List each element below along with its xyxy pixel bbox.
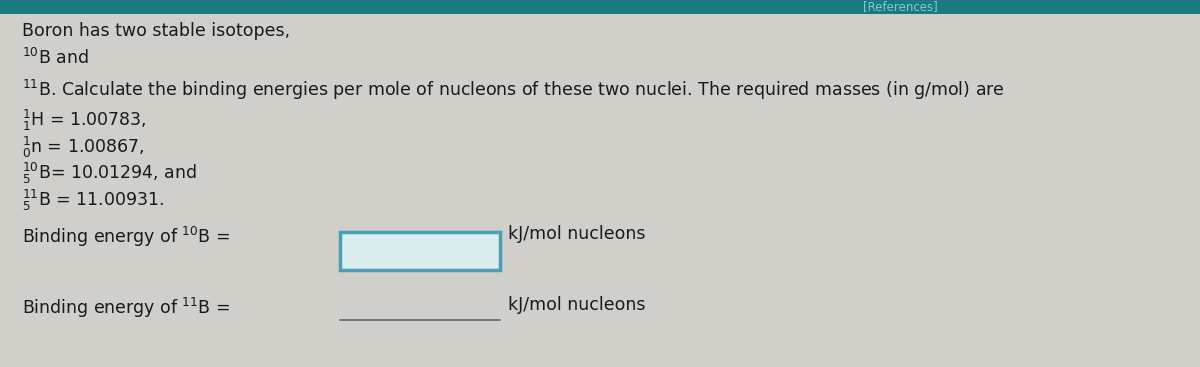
Text: $^{11}$B. Calculate the binding energies per mole of nucleons of these two nucle: $^{11}$B. Calculate the binding energies… <box>22 78 1004 102</box>
Text: kJ/mol nucleons: kJ/mol nucleons <box>508 296 646 314</box>
Text: $^{1}_{0}$n = 1.00867,: $^{1}_{0}$n = 1.00867, <box>22 135 145 160</box>
Text: $^{10}$B and: $^{10}$B and <box>22 48 89 68</box>
Text: $^{10}_{5}$B= 10.01294, and: $^{10}_{5}$B= 10.01294, and <box>22 161 197 186</box>
Text: $^{11}_{5}$B = 11.00931.: $^{11}_{5}$B = 11.00931. <box>22 188 164 213</box>
Bar <box>0 0 1200 14</box>
Text: $^{1}_{1}$H = 1.00783,: $^{1}_{1}$H = 1.00783, <box>22 108 146 133</box>
Text: kJ/mol nucleons: kJ/mol nucleons <box>508 225 646 243</box>
Text: Boron has two stable isotopes,: Boron has two stable isotopes, <box>22 22 290 40</box>
Text: [References]: [References] <box>863 0 937 14</box>
Bar <box>340 232 500 270</box>
Text: Binding energy of $^{10}$B =: Binding energy of $^{10}$B = <box>22 225 230 249</box>
Text: Binding energy of $^{11}$B =: Binding energy of $^{11}$B = <box>22 296 230 320</box>
